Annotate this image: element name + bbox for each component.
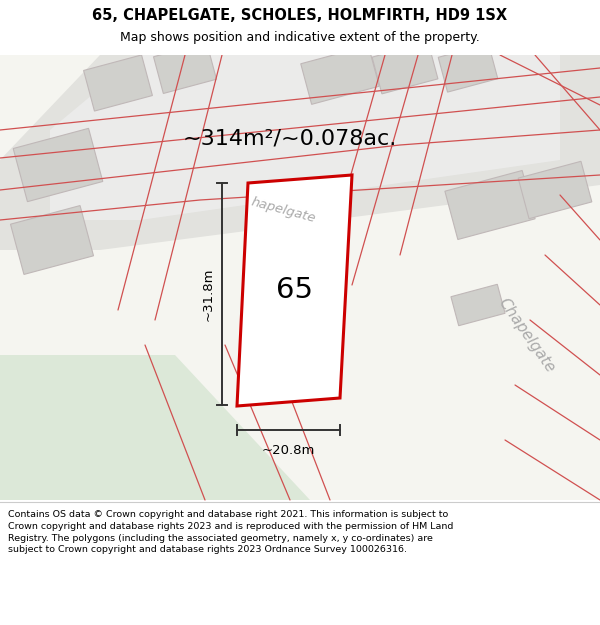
Bar (0, 0, 600, 55)
Polygon shape (10, 206, 94, 274)
Polygon shape (0, 55, 600, 250)
Polygon shape (438, 44, 498, 92)
Bar (0, 502, 600, 625)
Text: Map shows position and indicative extent of the property.: Map shows position and indicative extent… (120, 31, 480, 44)
Text: 65, CHAPELGATE, SCHOLES, HOLMFIRTH, HD9 1SX: 65, CHAPELGATE, SCHOLES, HOLMFIRTH, HD9 … (92, 9, 508, 24)
Bar (0, 55, 600, 500)
Text: ~314m²/~0.078ac.: ~314m²/~0.078ac. (183, 128, 397, 148)
Text: 65: 65 (276, 276, 313, 304)
Polygon shape (518, 161, 592, 219)
Polygon shape (13, 128, 103, 202)
Polygon shape (451, 284, 505, 326)
Polygon shape (154, 42, 217, 94)
Text: hapelgate: hapelgate (249, 195, 317, 225)
Text: Contains OS data © Crown copyright and database right 2021. This information is : Contains OS data © Crown copyright and d… (0, 624, 1, 625)
Text: ~20.8m: ~20.8m (262, 444, 315, 457)
Text: ~31.8m: ~31.8m (202, 268, 215, 321)
Polygon shape (445, 171, 535, 239)
Polygon shape (50, 55, 560, 220)
Polygon shape (372, 42, 438, 94)
Polygon shape (301, 46, 379, 104)
Text: Chapelgate: Chapelgate (496, 295, 558, 375)
Polygon shape (237, 175, 352, 406)
Text: Contains OS data © Crown copyright and database right 2021. This information is : Contains OS data © Crown copyright and d… (8, 510, 454, 554)
Polygon shape (0, 355, 310, 500)
Polygon shape (83, 55, 152, 111)
